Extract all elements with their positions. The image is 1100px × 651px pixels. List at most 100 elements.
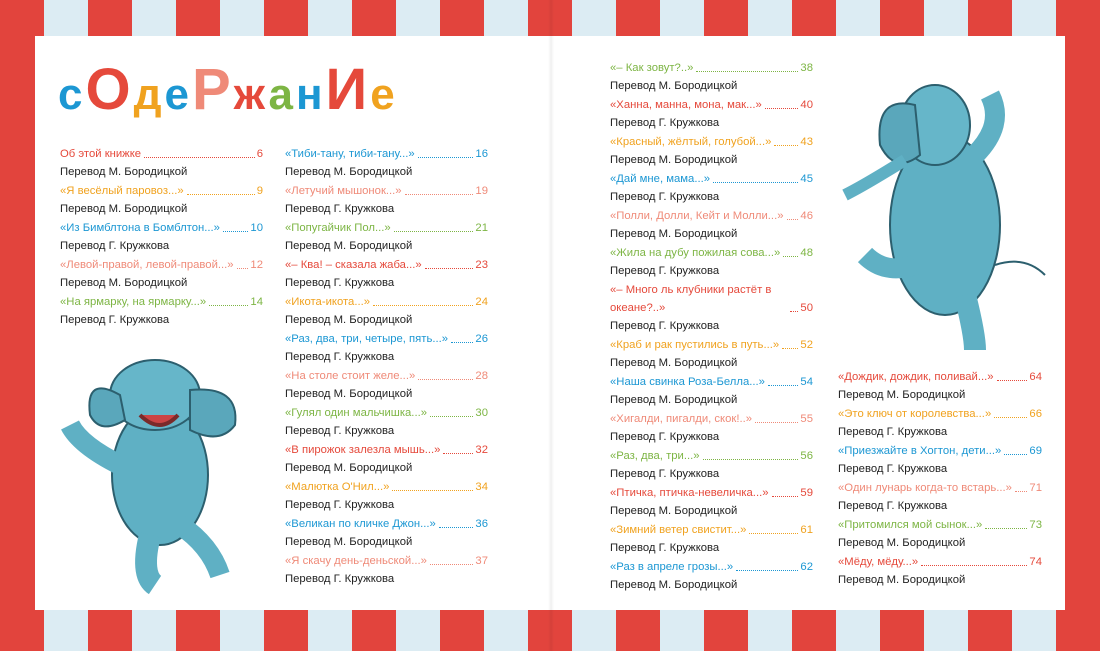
contents-entry: «Ханна, манна, мона, мак...» 40 Перевод Г.… (610, 96, 813, 132)
dot-leader (996, 380, 1028, 381)
entry-line: «В пирожок залезла мышь...» 32 (285, 441, 488, 459)
entry-title: Об этой книжке (60, 148, 142, 160)
entry-line: «Тиби-тану, тиби-тану...» 16 (285, 145, 488, 163)
contents-entry: «Притомился мой сынок...» 73 Перевод М. Бо… (838, 516, 1042, 552)
translator: Перевод М. Бородицкой (285, 536, 413, 548)
entry-title: «Икота-икота...» (285, 296, 371, 308)
dot-leader (921, 565, 1028, 566)
translator: Перевод Г. Кружкова (838, 500, 948, 512)
translator: Перевод Г. Кружкова (60, 240, 170, 252)
translator: Перевод М. Бородицкой (838, 389, 966, 401)
dot-leader (186, 194, 255, 195)
elephant-illustration (842, 84, 1046, 351)
entry-line: «Полли, Долли, Кейт и Молли...» 46 (610, 207, 813, 225)
entry-title: «Приезжайте в Хогтон, дети...» (838, 445, 1002, 457)
entry-title: «Тиби-тану, тиби-тану...» (285, 148, 415, 160)
entry-line: «Притомился мой сынок...» 73 (838, 516, 1042, 534)
title-letter: е (370, 70, 398, 119)
dot-leader (749, 533, 799, 534)
page-number: 16 (475, 148, 488, 160)
contents-column: «Тиби-тану, тиби-тану...» 16 Перевод М. Бо… (285, 145, 488, 589)
contents-entry: «– Как зовут?..» 38 Перевод М. Бородицкой (610, 59, 813, 95)
entry-line: «Это ключ от королевства...» 66 (838, 405, 1042, 423)
translator: Перевод М. Бородицкой (610, 154, 738, 166)
dot-leader (1004, 454, 1028, 455)
contents-entry: «Дай мне, мама...» 45 Перевод Г. Кружкова (610, 170, 813, 206)
contents-entry: Об этой книжке 6 Перевод М. Бородицкой (60, 145, 263, 181)
translator: Перевод Г. Кружкова (610, 542, 720, 554)
translator: Перевод Г. Кружкова (610, 320, 720, 332)
contents-entry: «Зимний ветер свистит...» 61 Перевод Г. Кр… (610, 521, 813, 557)
entry-line: «На ярмарку, на ярмарку...» 14 (60, 293, 263, 311)
page-number: 30 (475, 407, 488, 419)
contents-entry: «В пирожок залезла мышь...» 32 Перевод М. … (285, 441, 488, 477)
entry-title: «– Ква! – сказала жаба...» (285, 259, 422, 271)
dot-leader (1014, 491, 1028, 492)
dot-leader (418, 379, 474, 380)
dot-leader (209, 305, 249, 306)
entry-title: «Ханна, манна, мона, мак...» (610, 99, 762, 111)
fold (548, 0, 554, 651)
entry-line: «Хигалди, пигалди, скок!..» 55 (610, 410, 813, 428)
entry-line: «Левой-правой, левой-правой...» 12 (60, 256, 263, 274)
page-number: 36 (475, 518, 488, 530)
contents-entry: «Раз, два, три, четыре, пять...» 26 Перево… (285, 330, 488, 366)
translator: Перевод М. Бородицкой (610, 394, 738, 406)
entry-line: «Я весёлый паровоз...» 9 (60, 182, 263, 200)
contents-entry: «Красный, жёлтый, голубой...» 43 Перевод М… (610, 133, 813, 169)
entry-line: «Попугайчик Пол...» 21 (285, 219, 488, 237)
title-letter: а (268, 70, 296, 119)
entry-line: «Великан по кличке Джон...» 36 (285, 515, 488, 533)
translator: Перевод М. Бородицкой (610, 228, 738, 240)
entry-line: «Из Бимблтона в Бомблтон...» 10 (60, 219, 263, 237)
page-number: 61 (800, 524, 813, 536)
title-letter: с (58, 70, 86, 119)
title-letter: е (164, 70, 193, 119)
entry-line: «Мёду, мёду...» 74 (838, 553, 1042, 571)
entry-title: «Раз, два, три, четыре, пять...» (285, 333, 449, 345)
entry-title: «Великан по кличке Джон...» (285, 518, 436, 530)
translator: Перевод М. Бородицкой (610, 505, 738, 517)
entry-title: «Мёду, мёду...» (838, 556, 919, 568)
translator: Перевод М. Бородицкой (838, 537, 966, 549)
dot-leader (144, 157, 255, 158)
entry-title: «Я скачу день-деньской...» (285, 555, 427, 567)
translator: Перевод М. Бородицкой (610, 579, 738, 591)
dot-leader (767, 385, 799, 386)
contents-entry: «Великан по кличке Джон...» 36 Перевод М. … (285, 515, 488, 551)
entry-title: «– Много ль клубники растёт в океане?..» (610, 284, 772, 314)
dot-leader (774, 145, 799, 146)
page-number: 37 (475, 555, 488, 567)
entry-title: «– Как зовут?..» (610, 62, 694, 74)
translator: Перевод Г. Кружкова (610, 191, 720, 203)
page-number: 71 (1029, 482, 1042, 494)
dot-leader (994, 417, 1028, 418)
dot-leader (404, 194, 474, 195)
dot-leader (736, 570, 799, 571)
entry-line: «Раз, два, три...» 56 (610, 447, 813, 465)
entry-line: «Икота-икота...» 24 (285, 293, 488, 311)
dot-leader (430, 416, 474, 417)
dot-leader (417, 157, 474, 158)
contents-entry: «Раз, два, три...» 56 Перевод Г. Кружкова (610, 447, 813, 483)
contents-entry: «Мёду, мёду...» 74 Перевод М. Бородицкой (838, 553, 1042, 589)
page-number: 24 (475, 296, 488, 308)
page-number: 28 (475, 370, 488, 382)
page-number: 32 (475, 444, 488, 456)
entry-line: «На столе стоит желе...» 28 (285, 367, 488, 385)
translator: Перевод Г. Кружкова (285, 203, 395, 215)
entry-line: «Раз в апреле грозы...» 62 (610, 558, 813, 576)
page-number: 62 (800, 561, 813, 573)
entry-line: «Я скачу день-деньской...» 37 (285, 552, 488, 570)
entry-title: «Я весёлый паровоз...» (60, 185, 184, 197)
page-number: 14 (250, 296, 263, 308)
page-number: 9 (256, 185, 263, 197)
page-number: 50 (800, 302, 813, 314)
contents-entry: «Малютка О'Нил...» 34 Перевод Г. Кружкова (285, 478, 488, 514)
translator: Перевод М. Бородицкой (610, 80, 738, 92)
dot-leader (429, 564, 474, 565)
page-number: 40 (800, 99, 813, 111)
page-number: 43 (800, 136, 813, 148)
entry-line: «Малютка О'Нил...» 34 (285, 478, 488, 496)
